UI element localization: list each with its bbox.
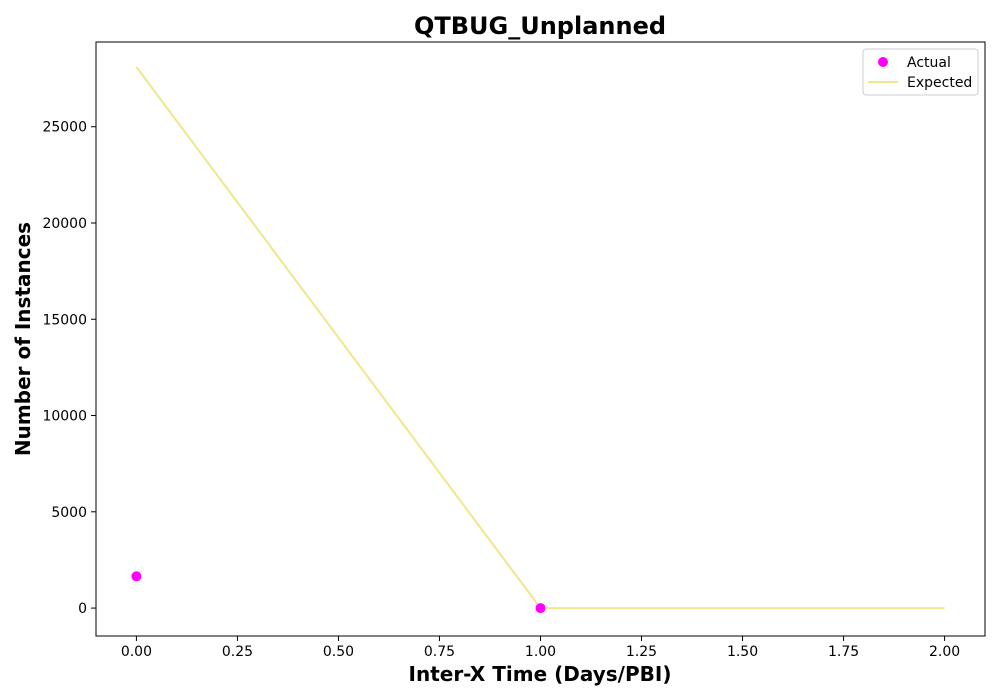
x-tick-label: 1.25 xyxy=(626,644,657,660)
x-tick-label: 1.75 xyxy=(828,644,859,660)
legend: Actual Expected xyxy=(862,48,979,96)
x-tick-label: 1.50 xyxy=(727,644,758,660)
x-tick-label: 0.25 xyxy=(222,644,253,660)
legend-label-actual: Actual xyxy=(907,55,951,71)
y-tick-label: 25000 xyxy=(42,120,87,136)
plot-area-frame xyxy=(95,41,986,637)
y-axis: 0 5000 10000 15000 20000 25000 xyxy=(42,120,96,617)
x-tick-label: 0.75 xyxy=(424,644,455,660)
y-tick-label: 10000 xyxy=(42,409,87,425)
chart-title: QTBUG_Unplanned xyxy=(414,12,666,40)
legend-label-expected: Expected xyxy=(907,75,972,91)
y-tick-label: 20000 xyxy=(42,216,87,232)
x-axis: 0.00 0.25 0.50 0.75 1.00 1.25 1.50 1.75 2.00 xyxy=(121,636,960,660)
y-tick-label: 15000 xyxy=(42,312,87,328)
series-line-expected xyxy=(135,66,945,610)
x-tick-label: 0.00 xyxy=(121,644,152,660)
x-axis-label: Inter-X Time (Days/PBI) xyxy=(409,662,672,686)
data-point-actual xyxy=(131,571,142,582)
y-axis-label: Number of Instances xyxy=(11,222,35,456)
y-tick-label: 5000 xyxy=(51,505,87,521)
y-tick-label: 0 xyxy=(78,601,87,617)
legend-marker-actual xyxy=(878,57,888,67)
x-tick-label: 2.00 xyxy=(929,644,960,660)
x-tick-label: 0.50 xyxy=(323,644,354,660)
legend-box xyxy=(862,48,979,96)
series-layer xyxy=(131,66,945,614)
x-tick-label: 1.00 xyxy=(525,644,556,660)
data-point-actual xyxy=(535,603,546,614)
